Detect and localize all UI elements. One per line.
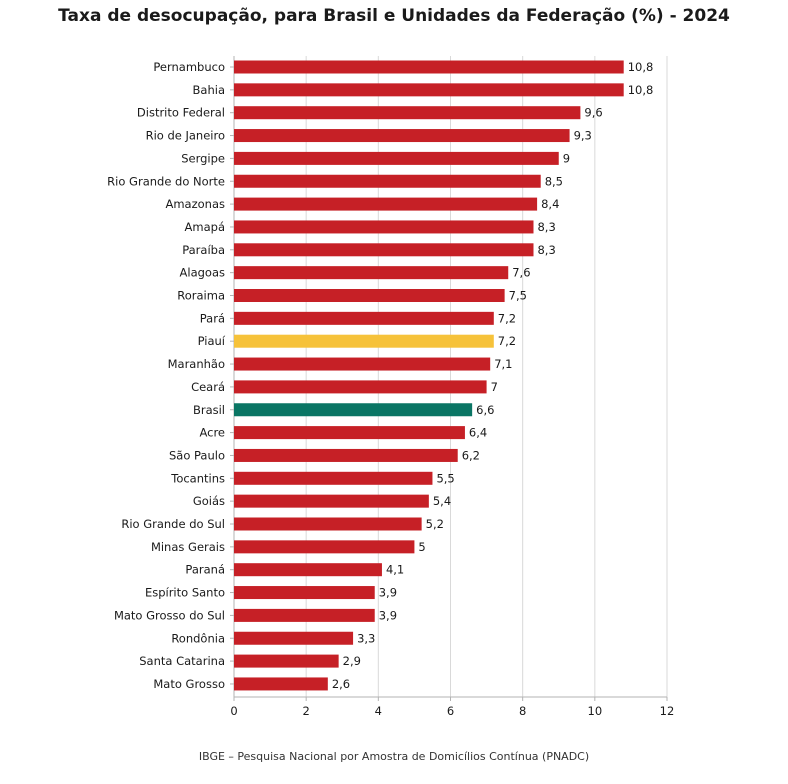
x-tick-label: 10	[588, 704, 603, 718]
bar-ceara	[234, 380, 487, 394]
value-label-maranhao: 7,1	[494, 357, 512, 371]
category-label-pernambuco: Pernambuco	[153, 60, 225, 74]
value-label-tocantins: 5,5	[436, 471, 454, 485]
value-label-rio-de-janeiro: 9,3	[574, 129, 592, 143]
value-label-rio-grande-do-norte: 8,5	[545, 174, 563, 188]
bar-piaui	[234, 334, 494, 348]
bar-alagoas	[234, 266, 509, 280]
value-label-distrito-federal: 9,6	[584, 106, 602, 120]
x-tick-label: 4	[375, 704, 382, 718]
value-label-mato-grosso-do-sul: 3,9	[379, 608, 397, 622]
x-tick-label: 12	[660, 704, 675, 718]
category-label-para: Pará	[200, 311, 225, 325]
chart-title: Taxa de desocupação, para Brasil e Unida…	[58, 6, 730, 26]
category-label-rio-grande-do-sul: Rio Grande do Sul	[121, 517, 225, 531]
value-label-amazonas: 8,4	[541, 197, 559, 211]
bar-brasil	[234, 403, 473, 417]
bars	[234, 60, 624, 691]
bar-acre	[234, 426, 465, 440]
category-label-maranhao: Maranhão	[168, 357, 225, 371]
category-label-sao-paulo: São Paulo	[169, 448, 225, 462]
value-label-alagoas: 7,6	[512, 266, 530, 280]
bar-espirito-santo	[234, 586, 375, 600]
value-label-roraima: 7,5	[509, 289, 527, 303]
category-label-amapa: Amapá	[185, 220, 225, 234]
category-label-roraima: Roraima	[177, 289, 225, 303]
value-label-piaui: 7,2	[498, 334, 516, 348]
value-label-amapa: 8,3	[537, 220, 555, 234]
value-label-santa-catarina: 2,9	[343, 654, 361, 668]
value-label-pernambuco: 10,8	[628, 60, 654, 74]
bar-para	[234, 311, 494, 325]
category-label-piaui: Piauí	[198, 334, 226, 348]
value-label-espirito-santo: 3,9	[379, 586, 397, 600]
category-label-rio-grande-do-norte: Rio Grande do Norte	[107, 174, 225, 188]
x-tick-label: 8	[519, 704, 526, 718]
value-label-brasil: 6,6	[476, 403, 494, 417]
category-label-brasil: Brasil	[193, 403, 225, 417]
category-label-mato-grosso-do-sul: Mato Grosso do Sul	[114, 608, 225, 622]
category-label-rondonia: Rondônia	[171, 631, 225, 645]
value-label-bahia: 10,8	[628, 83, 654, 97]
bar-sao-paulo	[234, 448, 458, 462]
bar-pernambuco	[234, 60, 624, 74]
category-label-espirito-santo: Espírito Santo	[145, 586, 225, 600]
value-label-parana: 4,1	[386, 563, 404, 577]
bar-rio-grande-do-sul	[234, 517, 422, 531]
x-tick-label: 0	[230, 704, 237, 718]
bar-bahia	[234, 83, 624, 97]
value-label-para: 7,2	[498, 311, 516, 325]
bar-parana	[234, 563, 382, 577]
category-label-alagoas: Alagoas	[180, 266, 225, 280]
category-label-rio-de-janeiro: Rio de Janeiro	[146, 129, 225, 143]
value-label-mato-grosso: 2,6	[332, 677, 350, 691]
category-label-bahia: Bahia	[193, 83, 225, 97]
category-label-amazonas: Amazonas	[165, 197, 225, 211]
category-label-distrito-federal: Distrito Federal	[137, 106, 225, 120]
category-label-sergipe: Sergipe	[181, 151, 225, 165]
bar-tocantins	[234, 471, 433, 485]
value-label-minas-gerais: 5	[418, 540, 425, 554]
category-label-ceara: Ceará	[191, 380, 225, 394]
category-label-minas-gerais: Minas Gerais	[151, 540, 225, 554]
category-label-tocantins: Tocantins	[170, 471, 225, 485]
category-label-goias: Goiás	[193, 494, 225, 508]
value-label-rio-grande-do-sul: 5,2	[426, 517, 444, 531]
bar-rio-de-janeiro	[234, 129, 570, 143]
value-label-rondonia: 3,3	[357, 631, 375, 645]
bar-amapa	[234, 220, 534, 234]
bar-sergipe	[234, 151, 559, 165]
bar-minas-gerais	[234, 540, 415, 554]
bar-goias	[234, 494, 429, 508]
value-label-sao-paulo: 6,2	[462, 448, 480, 462]
x-tick-label: 6	[447, 704, 454, 718]
bar-maranhao	[234, 357, 491, 371]
value-label-goias: 5,4	[433, 494, 451, 508]
category-label-santa-catarina: Santa Catarina	[139, 654, 225, 668]
bar-mato-grosso	[234, 677, 328, 691]
value-label-acre: 6,4	[469, 426, 487, 440]
bar-santa-catarina	[234, 654, 339, 668]
bar-mato-grosso-do-sul	[234, 608, 375, 622]
category-label-acre: Acre	[199, 426, 225, 440]
bar-amazonas	[234, 197, 538, 211]
chart-source: IBGE – Pesquisa Nacional por Amostra de …	[198, 750, 590, 763]
bar-roraima	[234, 289, 505, 302]
bar-rondonia	[234, 631, 354, 645]
value-label-ceara: 7	[491, 380, 498, 394]
x-tick-label: 2	[303, 704, 310, 718]
bar-paraiba	[234, 243, 534, 257]
bar-distrito-federal	[234, 106, 581, 120]
value-label-sergipe: 9	[563, 151, 570, 165]
bar-rio-grande-do-norte	[234, 174, 541, 188]
category-label-parana: Paraná	[185, 563, 225, 577]
category-label-paraiba: Paraíba	[182, 243, 225, 257]
labels: 0 2 4 6 8 10 12 Pernambuco 10,8 Bahia 10,8 Distrito…	[107, 60, 674, 718]
value-label-paraiba: 8,3	[537, 243, 555, 257]
category-label-mato-grosso: Mato Grosso	[153, 677, 225, 691]
